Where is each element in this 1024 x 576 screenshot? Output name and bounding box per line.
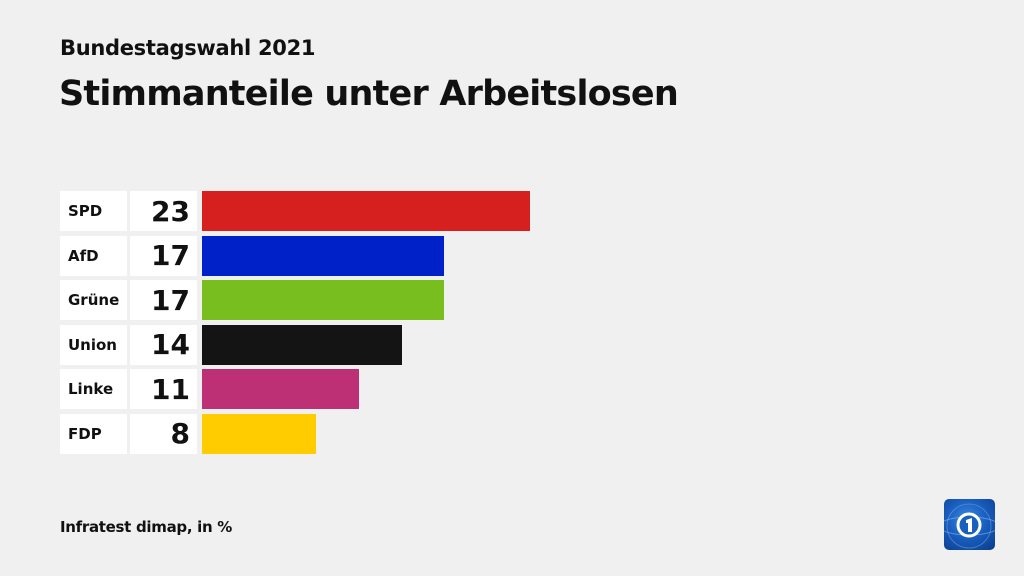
bar-row-spd: SPD 23 xyxy=(60,191,530,231)
party-label: Union xyxy=(60,324,127,365)
party-value: 8 xyxy=(130,413,197,454)
bar xyxy=(202,413,317,454)
bar xyxy=(202,191,530,231)
bar-chart: SPD 23 AfD 17 Grüne 17 Union 14 Linke 11… xyxy=(60,191,530,459)
party-value: 17 xyxy=(130,235,197,276)
chart-subtitle: Bundestagswahl 2021 xyxy=(60,36,316,60)
tagesschau-logo-icon xyxy=(944,499,995,550)
party-value: 14 xyxy=(130,324,197,365)
bar-row-linke: Linke 11 xyxy=(60,369,530,410)
bar xyxy=(202,369,359,410)
bar xyxy=(202,280,445,321)
bar-row-fdp: FDP 8 xyxy=(60,413,530,454)
chart-title: Stimmanteile unter Arbeitslosen xyxy=(59,74,679,114)
party-label: Linke xyxy=(60,369,127,410)
party-value: 11 xyxy=(130,369,197,410)
party-label: FDP xyxy=(60,413,127,454)
bar xyxy=(202,235,445,276)
party-value: 17 xyxy=(130,280,197,321)
party-label: Grüne xyxy=(60,280,127,321)
bar-row-afd: AfD 17 xyxy=(60,235,530,276)
party-value: 23 xyxy=(130,191,197,231)
party-label: AfD xyxy=(60,235,127,276)
bar xyxy=(202,324,402,365)
bar-row-union: Union 14 xyxy=(60,324,530,365)
bar-row-gruene: Grüne 17 xyxy=(60,280,530,321)
party-label: SPD xyxy=(60,191,127,231)
source-note: Infratest dimap, in % xyxy=(60,518,233,536)
